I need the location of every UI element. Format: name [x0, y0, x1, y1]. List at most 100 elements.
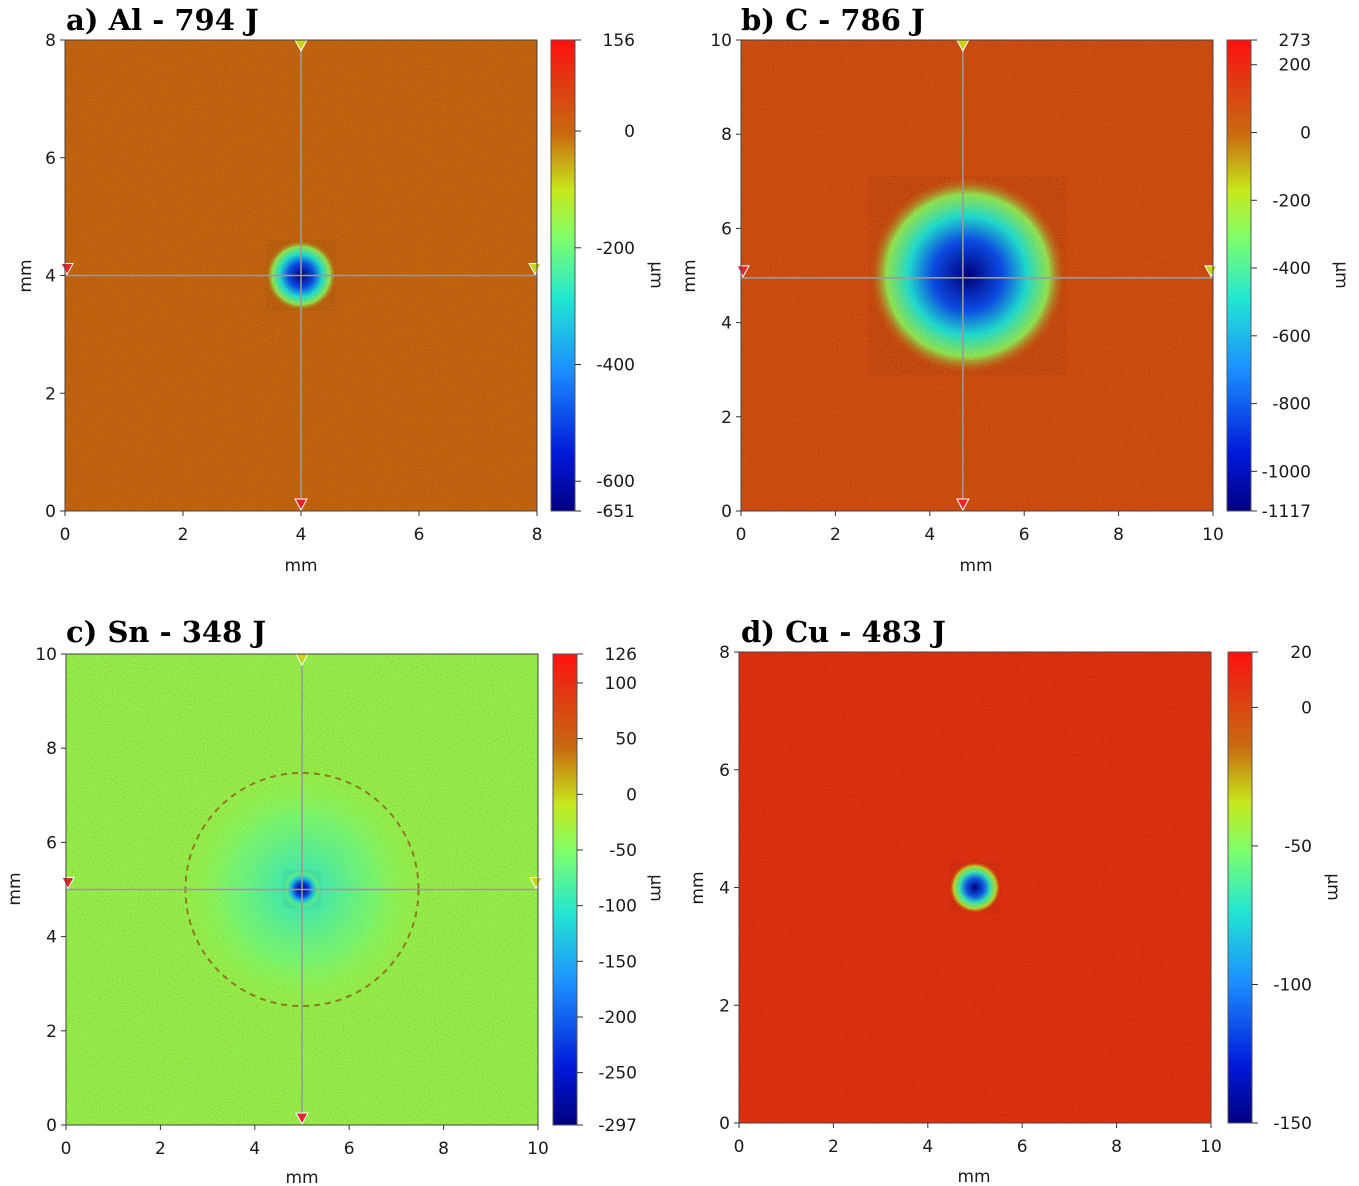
colorbar-ticks: 126 100 50 0 -50 -100 -150 -200 -250 -297 — [552, 645, 637, 1136]
x-tick-label: 0 — [60, 525, 71, 545]
y-tick-label: 4 — [721, 314, 732, 334]
x-tick-label: 4 — [922, 1137, 933, 1157]
y-tick-label: 6 — [45, 149, 56, 169]
marker-left — [736, 265, 750, 278]
plot-frame — [65, 653, 539, 1126]
x-axis-label: mm — [957, 1167, 990, 1186]
y-tick-label: 2 — [719, 996, 730, 1016]
x-tick-label: 10 — [1200, 1137, 1222, 1157]
y-tick-label: 10 — [710, 31, 732, 51]
y-tick-label: 6 — [46, 833, 57, 853]
colorbar-tick-label: 50 — [615, 730, 637, 750]
colorbar-label: µm — [1331, 261, 1351, 288]
crater-texture — [868, 176, 1067, 375]
marker-bottom — [955, 498, 970, 512]
y-tick-label: 8 — [719, 643, 730, 663]
y-tick-label: 4 — [719, 879, 730, 899]
y-tick-label: 4 — [45, 267, 56, 287]
panel-a: a) Al - 794 J 0 2 4 6 8 0 2 4 6 8 156 0 -200 -400 -60… — [16, 3, 666, 576]
y-tick-label: 6 — [721, 219, 732, 239]
panel-b: b) C - 786 J 0 2 4 6 8 10 0 2 4 6 8 10 273 200 0 -200 -… — [680, 3, 1351, 576]
x-tick-label: 8 — [532, 525, 543, 545]
y-tick-label: 10 — [35, 645, 57, 665]
colorbar-tick-label: 273 — [1279, 31, 1311, 51]
plot-frame — [740, 39, 1214, 512]
colorbar-label: µm — [646, 874, 666, 901]
y-axis-label: mm — [5, 872, 25, 905]
colorbar — [1227, 40, 1251, 511]
colorbar-tick-label: -600 — [1272, 327, 1311, 347]
heatmap-plot: 0 2 4 6 8 10 0 2 4 6 8 10 — [35, 645, 548, 1159]
x-tick-label: 6 — [1017, 1137, 1028, 1157]
y-tick-label: 6 — [719, 761, 730, 781]
panel-d: d) Cu - 483 J 0 2 4 6 8 10 0 2 4 6 8 20 0 -50 -100 -15… — [688, 615, 1343, 1186]
colorbar-tick-label: -200 — [598, 1008, 637, 1028]
x-tick-label: 4 — [924, 525, 935, 545]
y-tick-label: 2 — [721, 408, 732, 428]
x-tick-label: 8 — [1111, 1137, 1122, 1157]
colorbar-tick-label: -1117 — [1262, 502, 1311, 522]
x-axis-label: mm — [959, 556, 992, 576]
colorbar-tick-label: -50 — [609, 841, 637, 861]
x-tick-label: 8 — [438, 1139, 449, 1159]
x-tick-label: 2 — [828, 1137, 839, 1157]
marker-right — [1204, 265, 1218, 278]
colorbar-tick-label: 20 — [1290, 643, 1312, 663]
colorbar-tick-label: -50 — [1284, 837, 1312, 857]
x-tick-label: 0 — [734, 1137, 745, 1157]
colorbar-tick-label: 0 — [624, 122, 635, 142]
colorbar-tick-label: 200 — [1279, 56, 1311, 76]
colorbar-tick-label: -200 — [596, 239, 635, 259]
colorbar-ticks: 20 0 -50 -100 -150 — [1227, 643, 1312, 1134]
colorbar-tick-label: -1000 — [1262, 462, 1311, 482]
panel-title: b) C - 786 J — [741, 3, 925, 37]
y-tick-label: 0 — [45, 502, 56, 522]
colorbar-tick-label: -400 — [596, 356, 635, 376]
marker-bottom — [295, 1112, 309, 1126]
crater-texture — [949, 861, 1001, 914]
colorbar-tick-label: 0 — [1300, 124, 1311, 144]
colorbar-tick-label: -100 — [1273, 975, 1312, 995]
x-tick-label: 10 — [527, 1139, 549, 1159]
colorbar-tick-label: -600 — [596, 472, 635, 492]
x-tick-label: 2 — [155, 1139, 166, 1159]
colorbar-tick-label: 126 — [605, 645, 637, 665]
colorbar-tick-label: -651 — [596, 502, 635, 522]
colorbar-label: µm — [1323, 873, 1343, 900]
colorbar-tick-label: -150 — [598, 952, 637, 972]
colorbar-tick-label: -297 — [598, 1116, 637, 1136]
colorbar-tick-label: 0 — [1301, 698, 1312, 718]
y-tick-label: 4 — [46, 928, 57, 948]
heatmap-plot: 0 2 4 6 8 10 0 2 4 6 8 — [719, 643, 1222, 1157]
y-tick-label: 2 — [45, 384, 56, 404]
x-tick-label: 2 — [178, 525, 189, 545]
y-tick-label: 2 — [46, 1022, 57, 1042]
colorbar-frame — [1227, 651, 1253, 1124]
x-axis-label: mm — [284, 556, 317, 576]
colorbar-tick-label: -800 — [1272, 395, 1311, 415]
colorbar-tick-label: -100 — [598, 897, 637, 917]
x-tick-label: 0 — [61, 1139, 72, 1159]
x-tick-label: 6 — [344, 1139, 355, 1159]
colorbar-ticks: 273 200 0 -200 -400 -600 -800 -1000 -1117 — [1226, 31, 1311, 522]
x-tick-label: 10 — [1202, 525, 1224, 545]
colorbar — [551, 40, 575, 511]
panel-title: c) Sn - 348 J — [66, 615, 266, 649]
colorbar-ticks: 156 0 -200 -400 -600 -651 — [550, 31, 635, 522]
x-tick-label: 2 — [830, 525, 841, 545]
colorbar-tick-label: -150 — [1273, 1114, 1312, 1134]
x-tick-label: 4 — [296, 525, 307, 545]
marker-left — [60, 263, 74, 276]
y-tick-label: 8 — [45, 31, 56, 51]
marker-bottom — [294, 498, 308, 512]
x-tick-label: 6 — [414, 525, 425, 545]
heatmap-plot: 0 2 4 6 8 0 2 4 6 8 — [45, 31, 542, 545]
x-tick-label: 0 — [736, 525, 747, 545]
colorbar-tick-label: -250 — [598, 1064, 637, 1084]
y-tick-label: 0 — [46, 1116, 57, 1136]
colorbar — [1228, 652, 1252, 1123]
y-tick-label: 0 — [719, 1114, 730, 1134]
colorbar-tick-label: 0 — [626, 785, 637, 805]
